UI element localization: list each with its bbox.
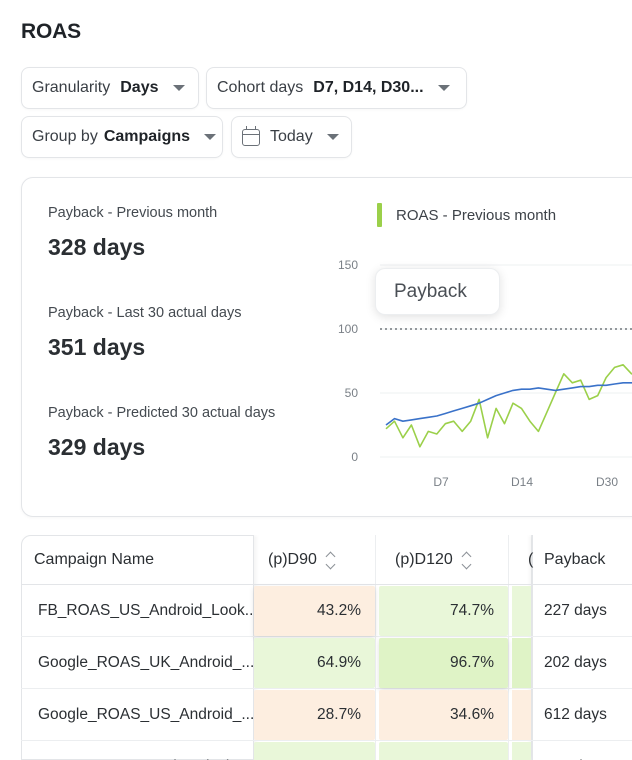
d120-value-cell: 74.7%: [450, 602, 494, 619]
heatmap-cell-partial: [512, 742, 531, 760]
chart-tooltip: Payback: [375, 268, 500, 315]
granularity-value: Days: [120, 79, 159, 96]
column-header-d90[interactable]: (p)D90: [268, 535, 386, 585]
metric-value: 328 days: [48, 234, 146, 260]
page-title: ROAS: [21, 20, 81, 43]
campaign-name-cell[interactable]: Google_ROAS_UK_Android_...: [38, 654, 254, 671]
granularity-select[interactable]: Granularity Days: [21, 67, 199, 109]
d90-value-cell: 28.7%: [317, 706, 361, 723]
column-header-payback[interactable]: Payback: [544, 551, 606, 568]
chevron-down-icon: [172, 85, 185, 91]
sort-icon[interactable]: [463, 552, 472, 568]
group-by-select[interactable]: Group by Campaigns: [21, 116, 223, 158]
heatmap-cell-d90: [254, 586, 375, 636]
campaign-name-cell[interactable]: Google_ROAS_US_Android_...: [38, 706, 254, 723]
heatmap-cell-partial: [512, 586, 531, 636]
column-header-label: (p)D90: [268, 551, 317, 568]
chevron-down-icon: [437, 85, 450, 91]
x-tick-label: D7: [433, 475, 449, 489]
chevron-down-icon: [204, 134, 217, 140]
date-select[interactable]: Today: [231, 116, 352, 158]
campaign-table: FB_ROAS_US_Android_Look... 43.2% 74.7% 227 …: [21, 535, 632, 760]
cohort-days-select[interactable]: Cohort days D7, D14, D30...: [206, 67, 467, 109]
d120-value-cell: 96.7%: [450, 654, 494, 671]
d90-value-cell: 43.2%: [317, 602, 361, 619]
heatmap-cell-d120: [379, 638, 508, 688]
roas-chart: 150 100 50 0 D7 D14 D30: [338, 258, 632, 489]
group-by-value: Campaigns: [103, 128, 191, 145]
calendar-icon: [242, 125, 260, 146]
metric-label: Payback - Predicted 30 actual days: [48, 405, 276, 421]
campaign-name-cell[interactable]: FB_ROAS_US_Andr_Adval...: [38, 741, 254, 760]
payback-value-cell: 612 days: [544, 706, 607, 723]
y-tick-label: 150: [338, 258, 358, 272]
heatmap-cell-d120: [379, 586, 508, 636]
column-divider: [375, 535, 376, 760]
metric-label: Payback - Previous month: [48, 205, 218, 221]
y-tick-label: 50: [345, 386, 359, 400]
summary-card: [21, 177, 632, 517]
metric-value: 329 days: [48, 434, 146, 460]
date-value: Today: [270, 128, 313, 145]
heatmap-cell-d90: [254, 742, 375, 760]
granularity-label: Granularity: [32, 79, 111, 96]
column-divider: [531, 535, 532, 760]
payback-value-cell: 238 days: [544, 741, 632, 760]
frozen-column: [21, 535, 254, 760]
cohort-days-label: Cohort days: [217, 79, 304, 96]
payback-value-cell: 227 days: [544, 602, 607, 619]
heatmap-cell-d120: [379, 690, 508, 740]
metric-label: Payback - Last 30 actual days: [48, 305, 242, 321]
d120-value-cell: 71.6%: [379, 741, 494, 760]
column-header-campaign[interactable]: Campaign Name: [34, 551, 155, 568]
column-header-d120[interactable]: (p)D120: [395, 535, 520, 585]
payback-value-cell: 202 days: [544, 654, 607, 671]
frozen-payback-column: [532, 535, 632, 760]
column-divider: [508, 535, 509, 760]
heatmap-cell-d90: [254, 638, 375, 688]
row-line: [21, 740, 632, 741]
series-line-predicted: [385, 382, 632, 426]
heatmap-cell-partial: [512, 690, 531, 740]
heatmap-cell-d90: [254, 690, 375, 740]
row-line: [21, 636, 632, 637]
y-tick-label: 100: [338, 322, 358, 336]
row-line: [21, 688, 632, 689]
x-tick-label: D30: [596, 475, 618, 489]
column-header-partial[interactable]: (: [528, 551, 534, 568]
column-header-label: (p)D120: [395, 551, 453, 568]
heatmap-cell-partial: [512, 638, 531, 688]
header-divider: [21, 584, 632, 585]
legend-label: ROAS - Previous month: [396, 207, 557, 224]
sort-icon[interactable]: [327, 552, 336, 568]
d90-value-cell: 60.7%: [254, 741, 361, 760]
heatmap-cell-d120: [379, 742, 508, 760]
campaign-name-cell[interactable]: FB_ROAS_US_Android_Look...: [38, 602, 254, 619]
series-line-roas-previous-month: [385, 364, 632, 448]
d90-value-cell: 64.9%: [317, 654, 361, 671]
group-by-label: Group by: [32, 128, 98, 145]
chevron-down-icon: [326, 134, 339, 140]
d120-value-cell: 34.6%: [450, 706, 494, 723]
y-tick-label: 0: [351, 450, 358, 464]
x-tick-label: D14: [511, 475, 533, 489]
legend-swatch: [377, 203, 382, 227]
metric-value: 351 days: [48, 334, 146, 360]
cohort-days-value: D7, D14, D30...: [313, 79, 424, 96]
